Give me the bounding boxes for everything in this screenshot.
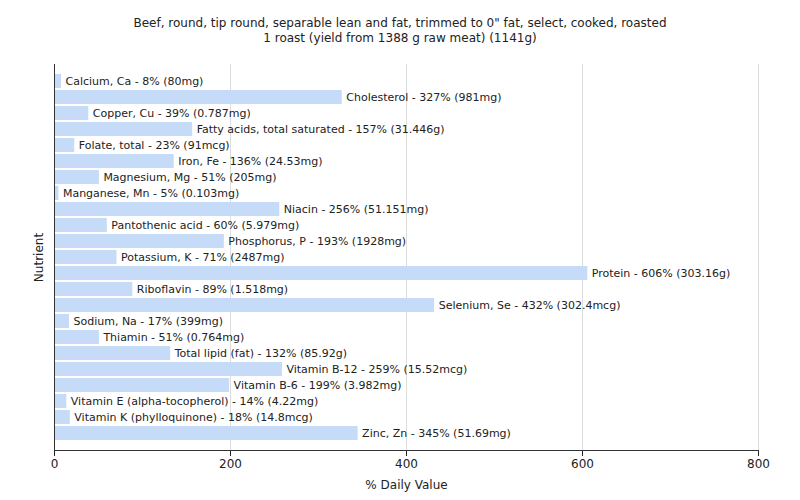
svg-text:Folate, total - 23% (91mcg): Folate, total - 23% (91mcg) <box>79 139 230 152</box>
svg-text:Pantothenic acid - 60% (5.979m: Pantothenic acid - 60% (5.979mg) <box>111 219 299 232</box>
html-text:1 roast (yield from 1388 g raw: 1 roast (yield from 1388 g raw meat) (11… <box>263 31 537 45</box>
svg-text:Sodium, Na - 17% (399mg): Sodium, Na - 17% (399mg) <box>73 315 223 328</box>
svg-text:Niacin - 256% (51.151mg): Niacin - 256% (51.151mg) <box>284 203 429 216</box>
svg-text:Nutrient: Nutrient <box>32 233 46 283</box>
svg-text:Total lipid (fat) - 132% (85.9: Total lipid (fat) - 132% (85.92g) <box>174 347 347 360</box>
svg-text:Vitamin B-6 - 199% (3.982mg): Vitamin B-6 - 199% (3.982mg) <box>234 379 402 392</box>
svg-text:Zinc, Zn - 345% (51.69mg): Zinc, Zn - 345% (51.69mg) <box>362 427 511 440</box>
svg-text:800: 800 <box>747 457 770 471</box>
svg-text:% Daily Value: % Daily Value <box>365 478 447 492</box>
svg-text:Iron, Fe - 136% (24.53mg): Iron, Fe - 136% (24.53mg) <box>178 155 322 168</box>
svg-text:Magnesium, Mg - 51% (205mg): Magnesium, Mg - 51% (205mg) <box>103 171 276 184</box>
svg-text:Vitamin K (phylloquinone) - 18: Vitamin K (phylloquinone) - 18% (14.8mcg… <box>74 411 312 424</box>
svg-text:Phosphorus, P - 193% (1928mg): Phosphorus, P - 193% (1928mg) <box>228 235 406 248</box>
svg-text:Vitamin B-12 - 259% (15.52mcg): Vitamin B-12 - 259% (15.52mcg) <box>286 363 467 376</box>
svg-text:Potassium, K - 71% (2487mg): Potassium, K - 71% (2487mg) <box>121 251 285 264</box>
svg-text:Vitamin E (alpha-tocopherol) -: Vitamin E (alpha-tocopherol) - 14% (4.22… <box>71 395 318 408</box>
svg-text:Thiamin - 51% (0.764mg): Thiamin - 51% (0.764mg) <box>102 331 244 344</box>
svg-text:0: 0 <box>51 457 59 471</box>
svg-text:Riboflavin - 89% (1.518mg): Riboflavin - 89% (1.518mg) <box>137 283 288 296</box>
html-text:Beef, round, tip round, separa: Beef, round, tip round, separable lean a… <box>133 16 667 30</box>
svg-text:200: 200 <box>219 457 242 471</box>
svg-text:600: 600 <box>571 457 594 471</box>
svg-text:400: 400 <box>395 457 418 471</box>
svg-text:Calcium, Ca - 8% (80mg): Calcium, Ca - 8% (80mg) <box>66 75 204 88</box>
svg-text:Protein - 606% (303.16g): Protein - 606% (303.16g) <box>592 267 731 280</box>
svg-text:Fatty acids, total saturated -: Fatty acids, total saturated - 157% (31.… <box>197 123 445 136</box>
svg-text:Cholesterol - 327% (981mg): Cholesterol - 327% (981mg) <box>346 91 501 104</box>
svg-text:Manganese, Mn - 5% (0.103mg): Manganese, Mn - 5% (0.103mg) <box>63 187 239 200</box>
svg-text:Selenium, Se - 432% (302.4mcg): Selenium, Se - 432% (302.4mcg) <box>439 299 621 312</box>
svg-text:Copper, Cu - 39% (0.787mg): Copper, Cu - 39% (0.787mg) <box>93 107 251 120</box>
